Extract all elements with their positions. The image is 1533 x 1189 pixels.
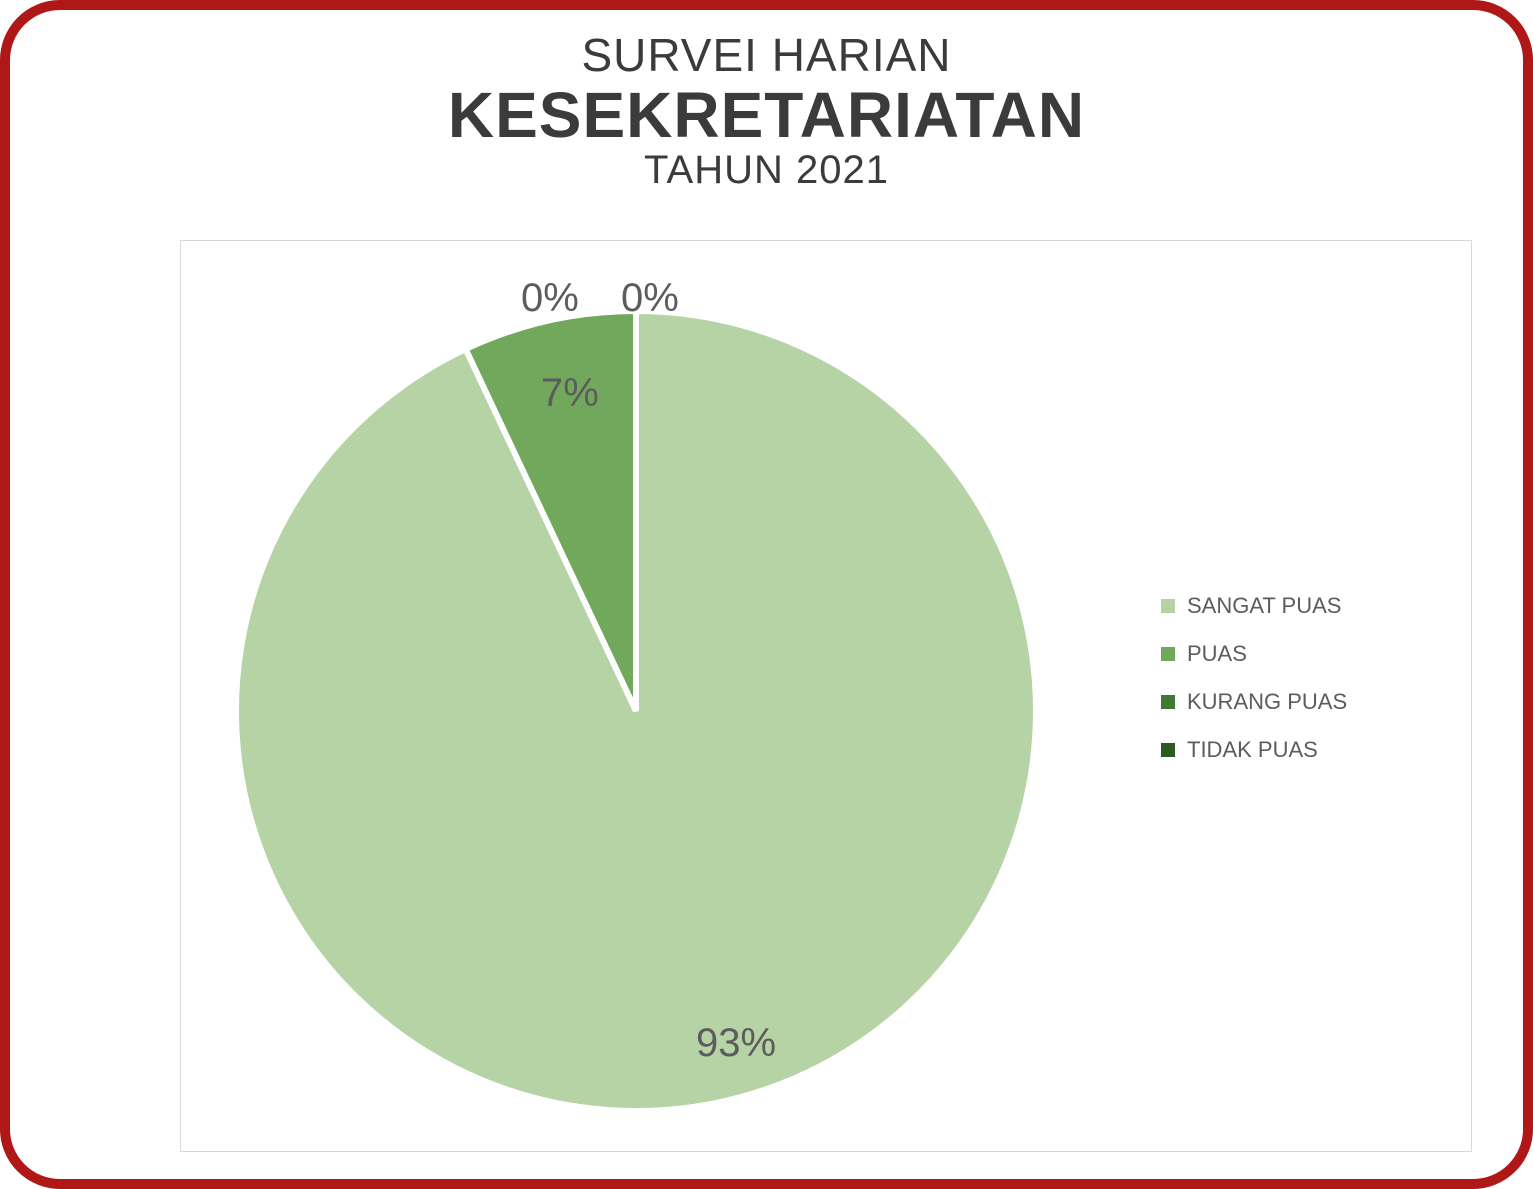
pie-label-7: 7% — [541, 371, 599, 416]
legend-label: SANGAT PUAS — [1187, 593, 1341, 619]
pie-svg — [236, 311, 1036, 1111]
pie-label-93: 93% — [696, 1021, 776, 1066]
legend-item-sangat-puas: SANGAT PUAS — [1161, 593, 1347, 619]
legend-label: PUAS — [1187, 641, 1247, 667]
legend-swatch-icon — [1161, 647, 1175, 661]
outer-frame: SURVEI HARIAN KESEKRETARIATAN TAHUN 2021… — [0, 0, 1533, 1189]
title-line-2: KESEKRETARIATAN — [10, 78, 1523, 152]
legend-item-kurang-puas: KURANG PUAS — [1161, 689, 1347, 715]
title-block: SURVEI HARIAN KESEKRETARIATAN TAHUN 2021 — [10, 28, 1523, 193]
title-line-3: TAHUN 2021 — [10, 148, 1523, 193]
chart-card: 93% 7% 0% 0% SANGAT PUAS PUAS KURANG PUA… — [180, 240, 1472, 1152]
legend-swatch-icon — [1161, 599, 1175, 613]
legend-item-tidak-puas: TIDAK PUAS — [1161, 737, 1347, 763]
legend-swatch-icon — [1161, 743, 1175, 757]
legend-item-puas: PUAS — [1161, 641, 1347, 667]
legend-label: KURANG PUAS — [1187, 689, 1347, 715]
legend-label: TIDAK PUAS — [1187, 737, 1318, 763]
pie-label-0a: 0% — [521, 276, 579, 321]
pie-chart — [236, 311, 1036, 1111]
pie-label-0b: 0% — [621, 276, 679, 321]
legend-swatch-icon — [1161, 695, 1175, 709]
title-line-1: SURVEI HARIAN — [10, 28, 1523, 82]
legend: SANGAT PUAS PUAS KURANG PUAS TIDAK PUAS — [1161, 571, 1347, 785]
